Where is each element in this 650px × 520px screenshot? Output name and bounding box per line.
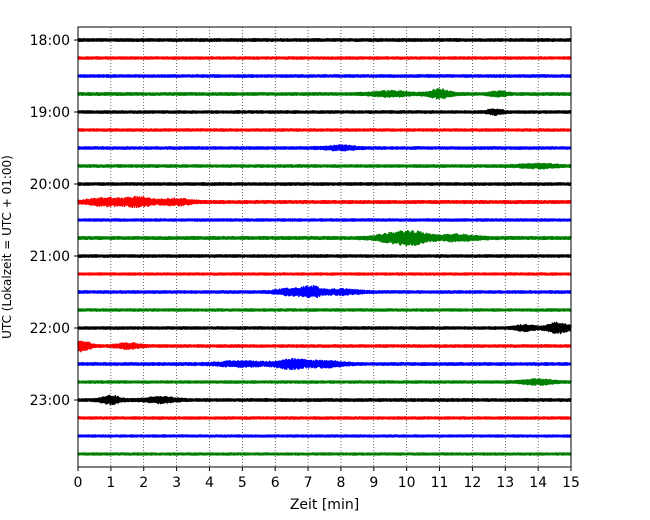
trace-line [77,74,572,78]
x-tick-label: 4 [205,475,214,491]
y-axis: 18:00 19:00 20:00 21:00 22:00 23:00 [30,33,78,409]
trace-line [77,182,572,186]
trace-line [77,284,572,299]
trace-line [77,162,572,170]
x-axis-title: Zeit [min] [290,497,359,513]
trace-line [77,378,572,386]
x-tick-label: 12 [463,475,481,491]
x-tick-label: 6 [271,475,280,491]
plot-frame [77,26,572,468]
traces [77,37,572,456]
x-tick-label: 15 [562,475,580,491]
trace-line [77,340,572,353]
x-tick-label: 13 [496,475,514,491]
trace-line [77,321,572,335]
trace-line [77,37,572,43]
trace-line [77,434,572,438]
x-tick-label: 3 [172,475,181,491]
trace-line [77,308,572,312]
trace-line [77,218,572,222]
x-tick-label: 7 [304,475,313,491]
y-tick-label: 23:00 [30,393,70,409]
trace-line [77,195,572,209]
trace-line [77,108,572,117]
trace-line [77,358,572,371]
y-tick-label: 19:00 [30,105,70,121]
trace-line [77,88,572,100]
x-tick-label: 9 [369,475,378,491]
y-axis-title: UTC (Lokalzeit = UTC + 01:00) [0,155,14,339]
x-tick-label: 5 [238,475,247,491]
x-tick-label: 1 [106,475,115,491]
x-axis: 0 1 2 3 4 5 6 7 8 9 10 11 12 13 14 15 [74,467,580,491]
y-tick-label: 18:00 [30,33,70,49]
y-tick-label: 22:00 [30,321,70,337]
trace-line [77,416,572,420]
trace-line [77,56,572,60]
trace-line [77,452,572,456]
x-tick-label: 14 [529,475,547,491]
x-tick-label: 2 [139,475,148,491]
trace-line [77,144,572,152]
trace-line [77,229,572,247]
trace-line [77,254,572,258]
trace-line [77,272,572,276]
x-tick-label: 11 [431,475,449,491]
x-tick-label: 8 [336,475,345,491]
x-tick-label: 10 [398,475,416,491]
y-tick-label: 20:00 [30,177,70,193]
x-grid [110,27,539,467]
trace-line [77,394,572,406]
y-tick-label: 21:00 [30,249,70,265]
x-tick-label: 0 [74,475,83,491]
trace-line [77,128,572,132]
